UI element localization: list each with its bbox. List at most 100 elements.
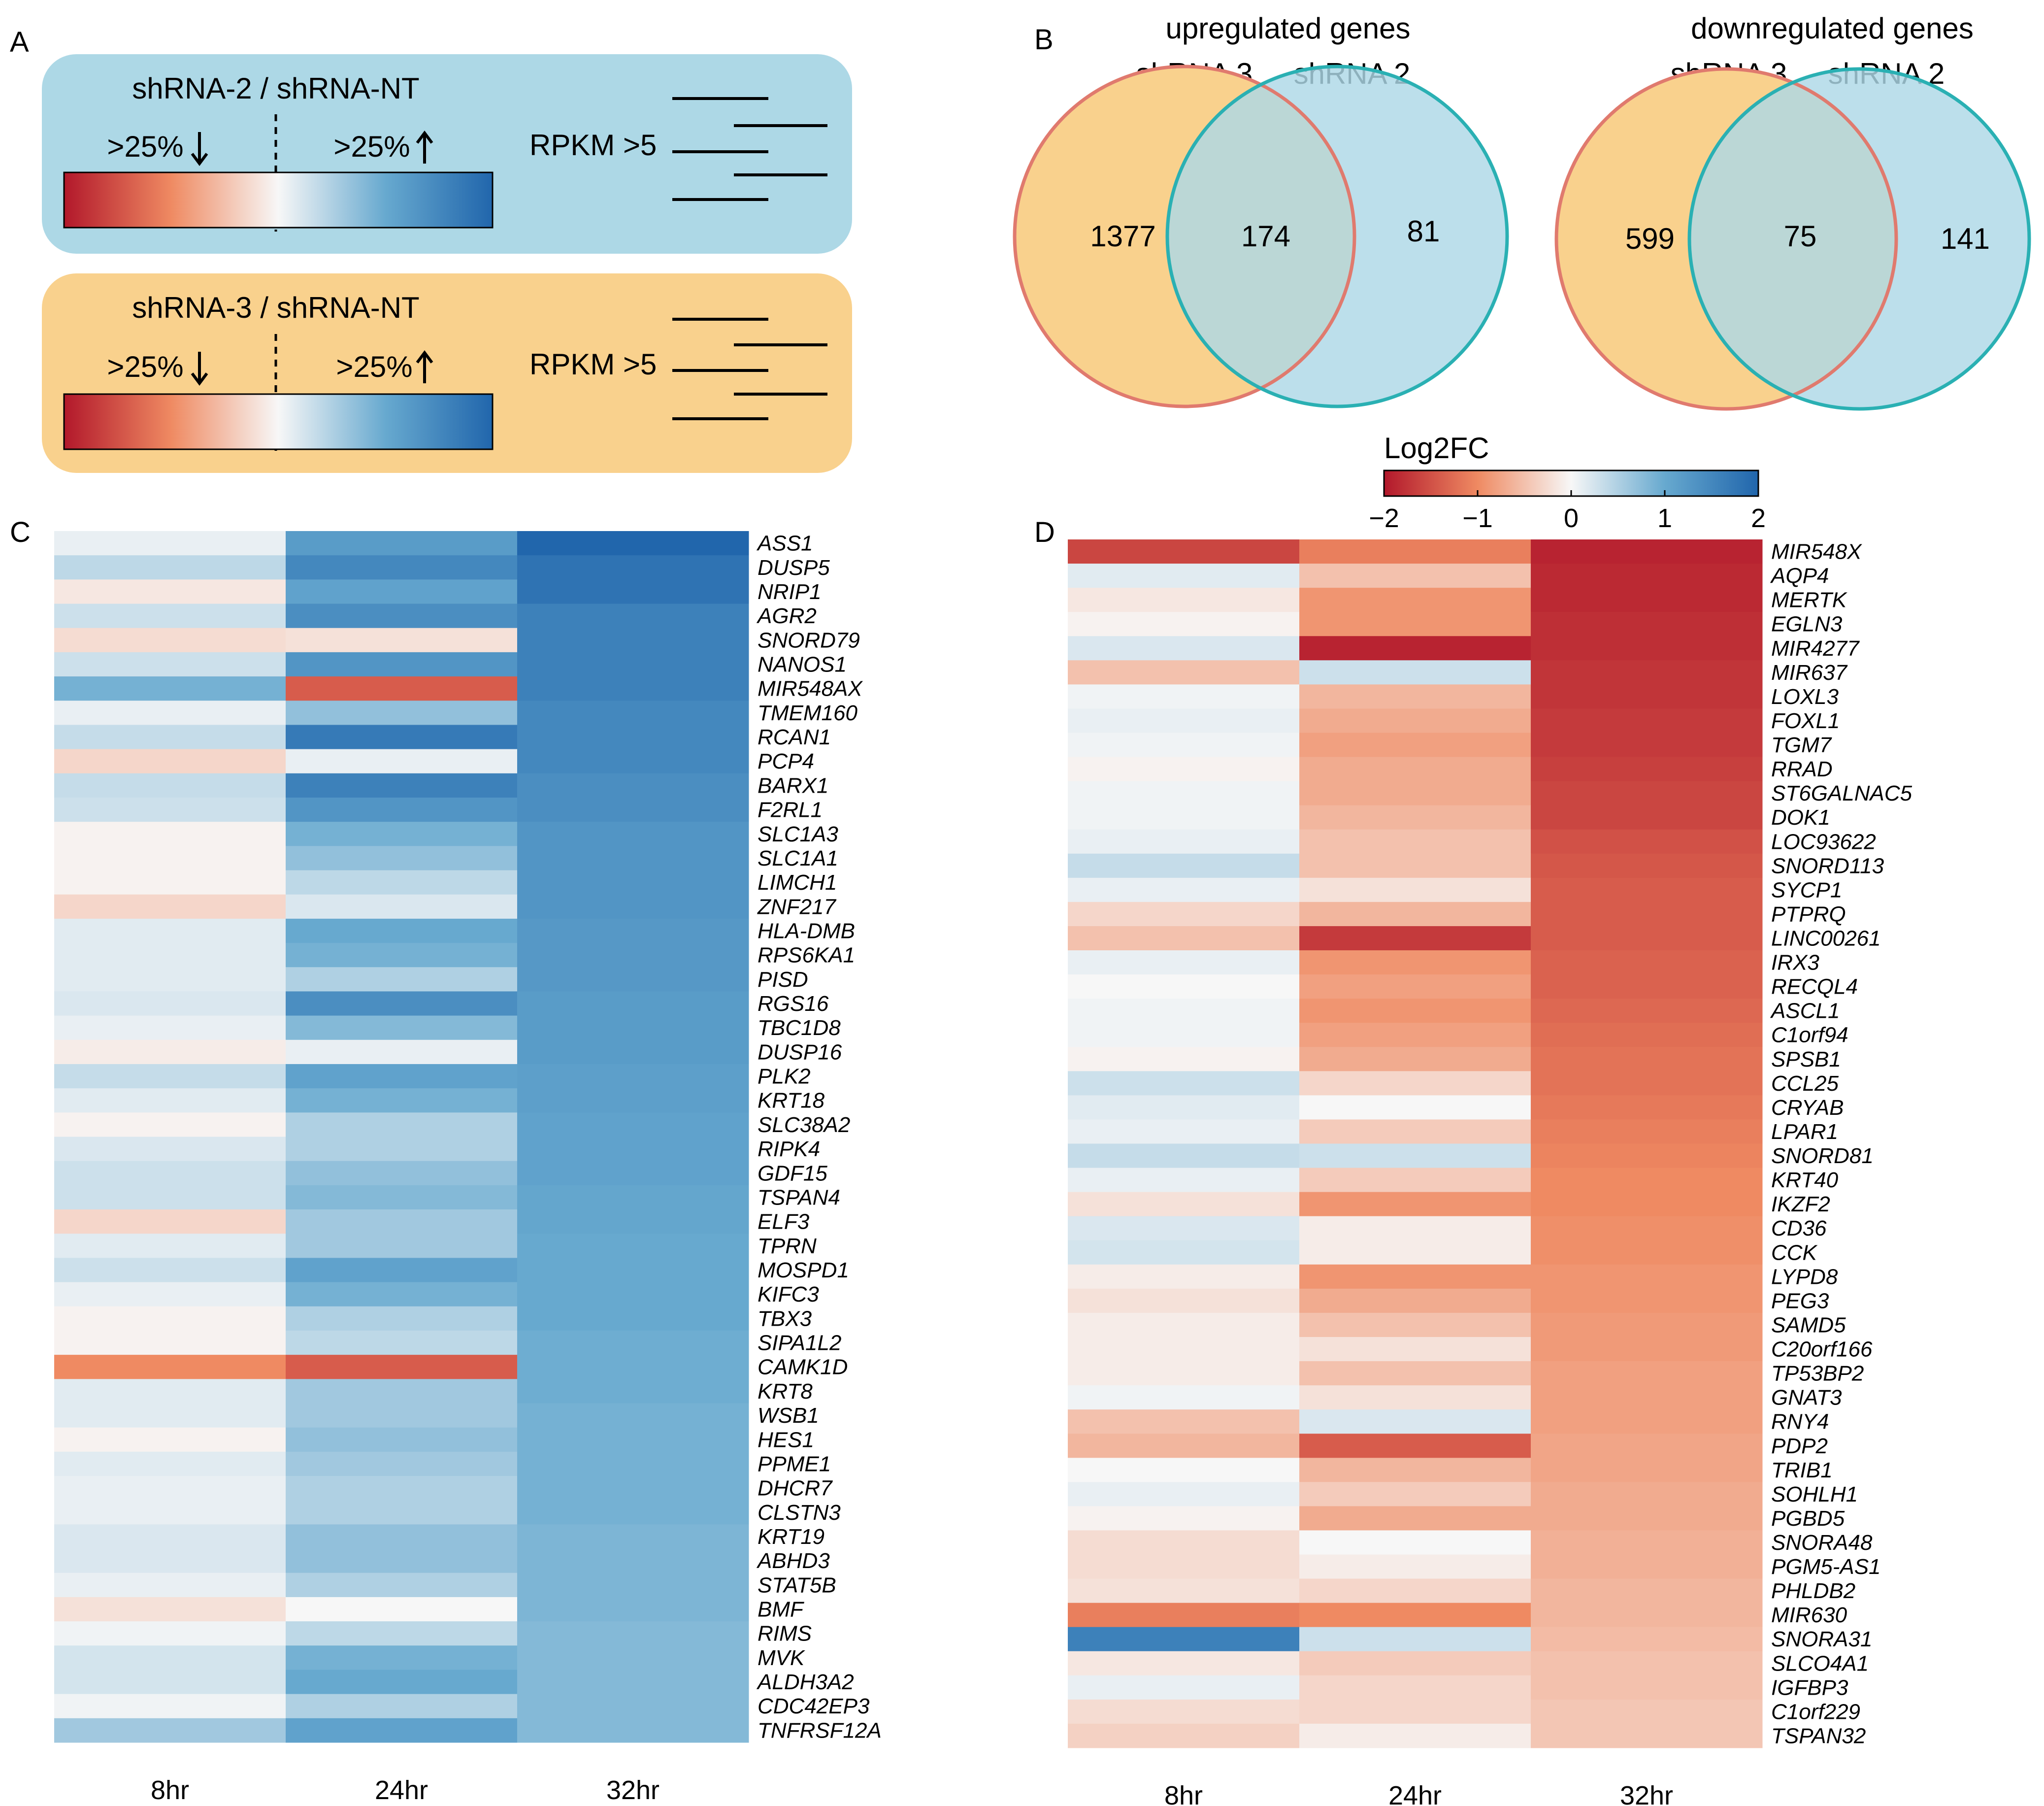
heatmap-cell	[1531, 1675, 1763, 1700]
gene-label: TPRN	[758, 1234, 817, 1258]
gene-label: IKZF2	[1771, 1192, 1830, 1216]
heatmap-cell	[1531, 588, 1763, 612]
heatmap-cell	[54, 603, 286, 629]
heatmap-cell	[1531, 1603, 1763, 1628]
heatmap-cell	[1068, 1337, 1300, 1362]
heatmap-cell	[1299, 950, 1531, 975]
heatmap-cell	[517, 1185, 749, 1210]
heatmap-cell	[286, 1306, 518, 1331]
gene-label: PCP4	[758, 749, 814, 773]
x-axis-label: 32hr	[606, 1775, 659, 1805]
heatmap-cell	[1299, 805, 1531, 830]
heatmap-cell	[1068, 1530, 1300, 1555]
heatmap-d: MIR548XAQP4MERTKEGLN3MIR4277MIR637LOXL3F…	[1068, 539, 1912, 1806]
gene-label: SPSB1	[1771, 1047, 1841, 1071]
gene-label: TMEM160	[758, 701, 857, 725]
heatmap-cell	[1068, 708, 1300, 733]
heatmap-cell	[1299, 829, 1531, 854]
heatmap-cell	[1299, 1264, 1531, 1289]
gene-label: ZNF217	[757, 895, 836, 919]
heatmap-cell	[54, 579, 286, 604]
heatmap-cell	[286, 1015, 518, 1040]
heatmap-cell	[1068, 829, 1300, 854]
heatmap-cell	[1068, 539, 1300, 564]
gene-label: NANOS1	[758, 652, 847, 676]
gene-label: ABHD3	[756, 1549, 830, 1573]
gene-label: IRX3	[1771, 951, 1819, 975]
gene-label: RGS16	[758, 992, 829, 1016]
heatmap-cell	[517, 918, 749, 943]
gene-label: ASS1	[756, 532, 813, 556]
heatmap-cell	[1299, 1699, 1531, 1724]
heatmap-cell	[517, 1718, 749, 1743]
gene-label: RNY4	[1771, 1410, 1829, 1434]
heatmap-cell	[54, 1548, 286, 1573]
gene-label: KRT40	[1771, 1168, 1839, 1192]
heatmap-cell	[1531, 1240, 1763, 1265]
heatmap-cell	[1531, 1482, 1763, 1506]
venn-downregulated-right-outline	[1687, 67, 2031, 411]
heatmap-cell	[1299, 1627, 1531, 1652]
heatmap-cell	[517, 1112, 749, 1137]
heatmap-cell	[1068, 1288, 1300, 1313]
heatmap-cell	[1299, 1361, 1531, 1386]
heatmap-cell	[1531, 1071, 1763, 1096]
gene-label: SLC1A3	[758, 822, 838, 846]
gene-label: C20orf166	[1771, 1338, 1873, 1362]
heatmap-cell	[1531, 1699, 1763, 1724]
heatmap-cell	[517, 1137, 749, 1162]
heatmap-cell	[286, 846, 518, 871]
heatmap-cell	[1068, 805, 1300, 830]
heatmap-cell	[517, 991, 749, 1016]
heatmap-cell	[286, 1694, 518, 1719]
heatmap-cell	[54, 1209, 286, 1234]
heatmap-cell	[286, 603, 518, 629]
heatmap-cell	[54, 991, 286, 1016]
heatmap-cell	[1068, 1119, 1300, 1144]
venn-downregulated-right-count: 141	[1941, 222, 1990, 255]
heatmap-cell	[1068, 757, 1300, 782]
heatmap-cell	[54, 1427, 286, 1452]
gene-label: TBX3	[758, 1306, 812, 1331]
heatmap-cell	[286, 894, 518, 919]
heatmap-cell	[1531, 660, 1763, 685]
gene-label: SAMD5	[1771, 1313, 1846, 1337]
heatmap-cell	[286, 725, 518, 750]
gene-label: HLA-DMB	[758, 919, 855, 943]
heatmap-cell	[517, 943, 749, 968]
heatmap-cell	[1531, 974, 1763, 999]
heatmap-cell	[1531, 1023, 1763, 1047]
gene-label: KIFC3	[758, 1282, 819, 1306]
heatmap-cell	[286, 579, 518, 604]
heatmap-cell	[1068, 1506, 1300, 1531]
heatmap-cell	[1068, 1023, 1300, 1047]
colorbar-title: Log2FC	[1384, 432, 1489, 465]
panel-a-box-2-down-label: >25%	[107, 350, 183, 383]
heatmap-cell	[517, 773, 749, 798]
gene-label: LYPD8	[1771, 1265, 1838, 1289]
gene-label: LIMCH1	[758, 870, 837, 895]
gene-label: PHLDB2	[1771, 1579, 1855, 1603]
heatmap-cell	[517, 1039, 749, 1065]
heatmap-cell	[1068, 1723, 1300, 1748]
heatmap-cell	[1068, 1675, 1300, 1700]
gene-label: GDF15	[758, 1161, 827, 1185]
venn-upregulated-right-outline	[1165, 65, 1509, 408]
venn-upregulated-overlap-count: 174	[1241, 220, 1290, 253]
heatmap-cell	[1068, 974, 1300, 999]
heatmap-cell	[1299, 660, 1531, 685]
heatmap-cell	[517, 1064, 749, 1089]
heatmap-cell	[1068, 902, 1300, 927]
gene-label: MVK	[758, 1646, 805, 1670]
heatmap-cell	[1068, 1168, 1300, 1193]
heatmap-cell	[1299, 733, 1531, 758]
heatmap-cell	[54, 943, 286, 968]
heatmap-cell	[1068, 1216, 1300, 1241]
heatmap-cell	[1531, 926, 1763, 951]
heatmap-cell	[1531, 612, 1763, 636]
heatmap-cell	[517, 1209, 749, 1234]
gene-label: SLC38A2	[758, 1113, 850, 1137]
heatmap-cell	[1299, 1578, 1531, 1604]
heatmap-cell	[54, 1645, 286, 1670]
